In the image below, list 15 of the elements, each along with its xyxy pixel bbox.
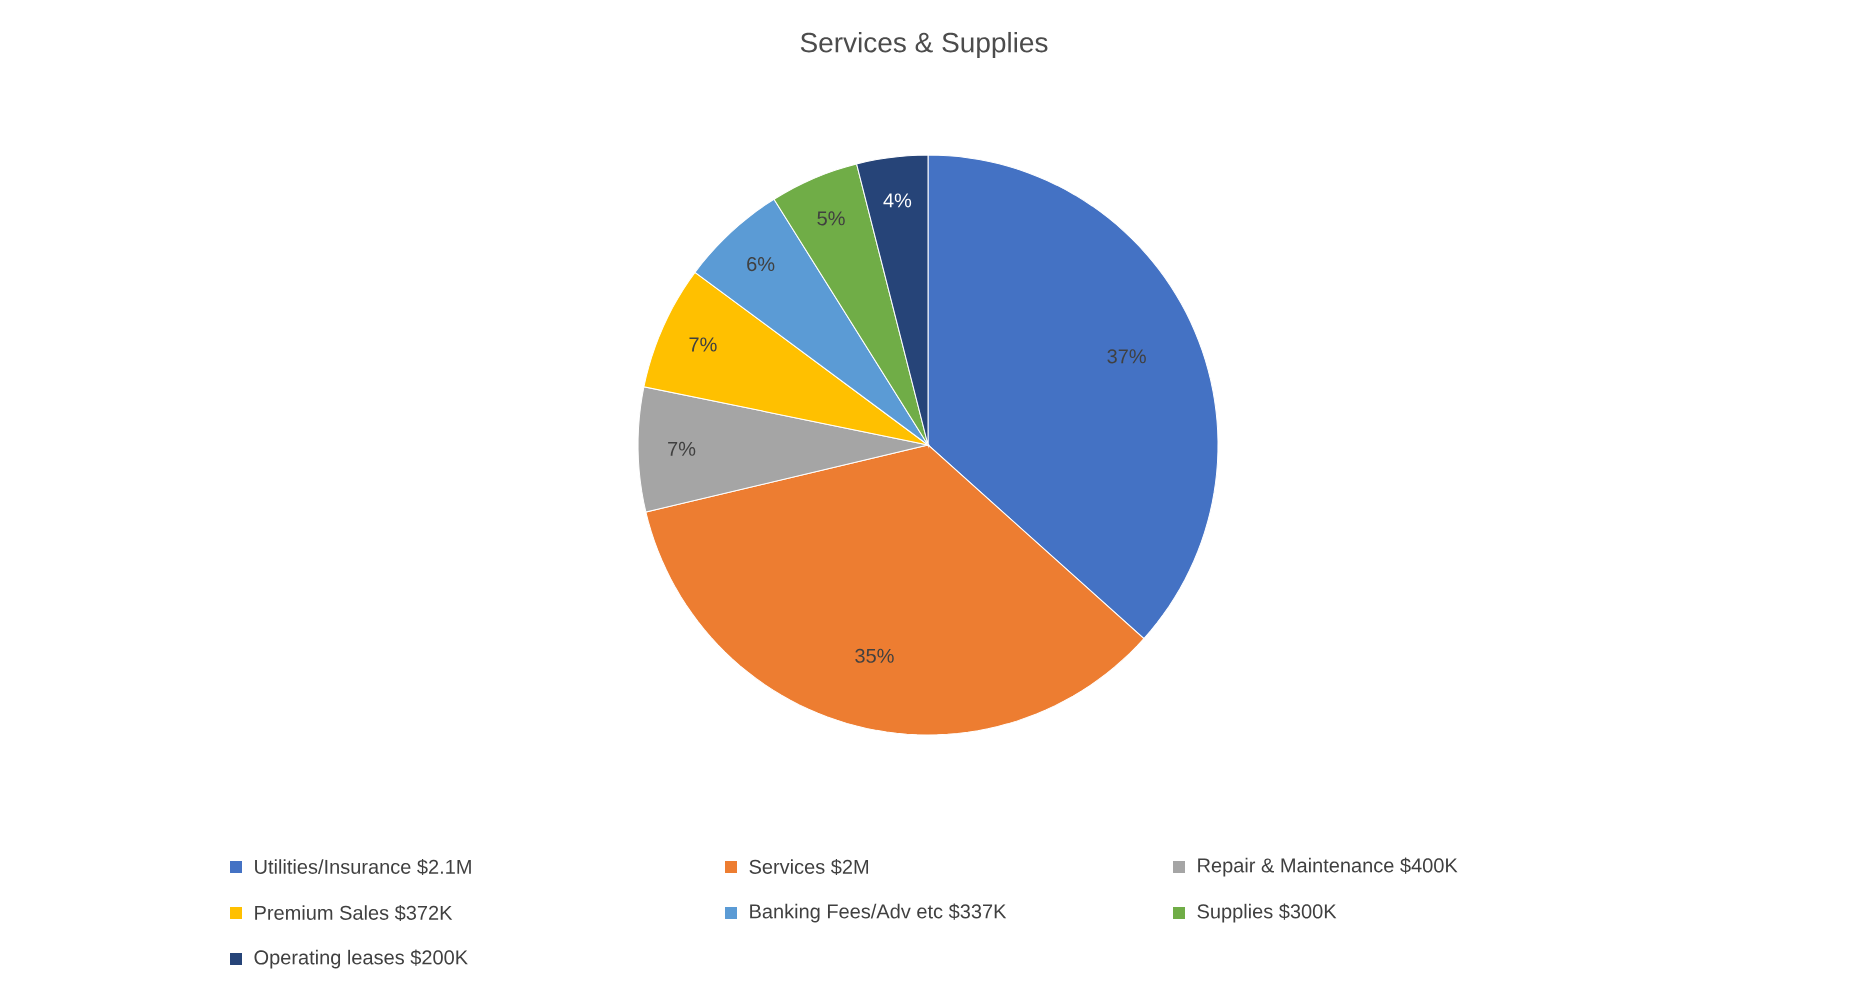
legend-label: Supplies $300K <box>1197 903 1337 923</box>
legend-label: Repair & Maintenance $400K <box>1198 857 1458 877</box>
data-label: 4% <box>883 193 912 208</box>
legend-label: Utilities/Insurance $2.1M <box>255 858 471 876</box>
data-label: 37% <box>1107 349 1146 364</box>
legend-label: Operating leases $200K <box>254 949 468 969</box>
legend-label: Premium Sales $372K <box>255 904 453 922</box>
data-label: 35% <box>855 648 894 663</box>
legend-label: Services $2M <box>749 858 869 876</box>
data-label: 5% <box>817 211 845 226</box>
data-label: 7% <box>689 337 717 352</box>
data-label: 7% <box>668 441 696 456</box>
chart-title: Services & Supplies <box>800 31 1048 59</box>
data-label: 6% <box>747 256 775 272</box>
legend-label: Banking Fees/Adv etc $337K <box>750 903 1007 923</box>
